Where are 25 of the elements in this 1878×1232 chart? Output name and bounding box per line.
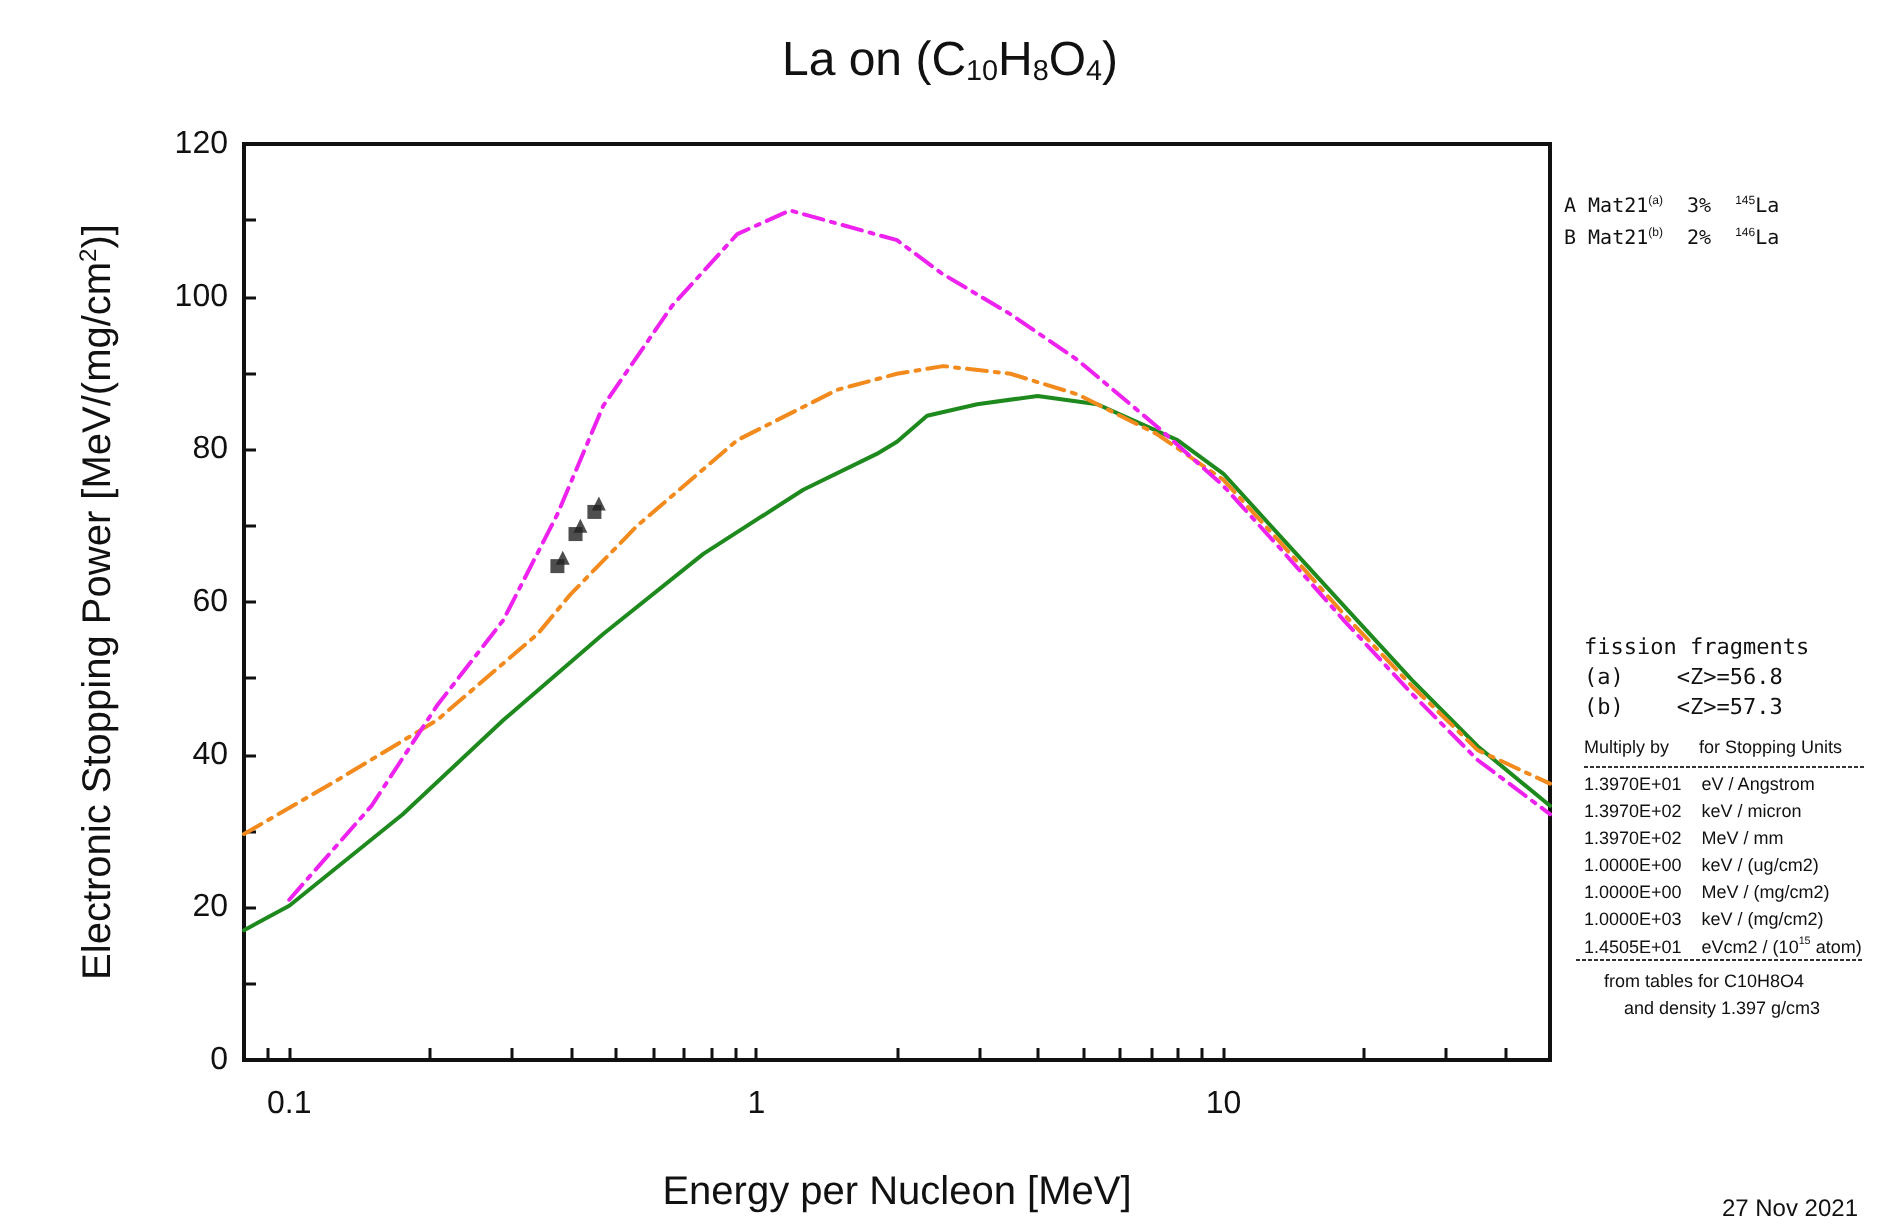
- text: 1.0000E+03 keV / (mg/cm2): [1584, 909, 1824, 929]
- text: Multiply by for Stopping Units: [1584, 737, 1844, 757]
- y-tick-label: 80: [192, 432, 229, 467]
- x-tick-label: 1: [747, 1087, 766, 1121]
- text: 1.0000E+00 keV / (ug/cm2): [1584, 855, 1819, 875]
- text: and density 1.397 g/cm3: [1624, 998, 1821, 1018]
- x-tick-label: 0.1: [267, 1087, 312, 1121]
- text: (b) <Z>=57.3: [1584, 694, 1783, 720]
- text: fission fragments: [1584, 634, 1810, 660]
- text: 1.3970E+02 MeV / mm: [1584, 828, 1784, 848]
- x-axis-title: Energy per Nucleon [MeV]: [662, 1170, 1132, 1214]
- text: 1.3970E+01 eV / Angstrom: [1584, 774, 1815, 794]
- text: 1.0000E+00 MeV / (mg/cm2): [1584, 882, 1830, 902]
- text: 1.3970E+02 keV / micron: [1584, 801, 1802, 821]
- y-tick-label: 0: [210, 1043, 229, 1077]
- text: (a) <Z>=56.8: [1584, 664, 1783, 690]
- y-tick-label: 40: [192, 737, 229, 772]
- y-tick-label: 100: [174, 279, 229, 314]
- x-tick-label: 10: [1205, 1087, 1242, 1121]
- y-tick-label: 120: [174, 127, 229, 161]
- y-axis-title: Electronic Stopping Power [MeV/(mg/cm2)]: [74, 224, 120, 980]
- text: from tables for C10H8O4: [1604, 971, 1805, 991]
- y-tick-label: 60: [192, 585, 229, 619]
- text: 27 Nov 2021: [1721, 1194, 1859, 1222]
- y-tick-label: 20: [192, 890, 229, 925]
